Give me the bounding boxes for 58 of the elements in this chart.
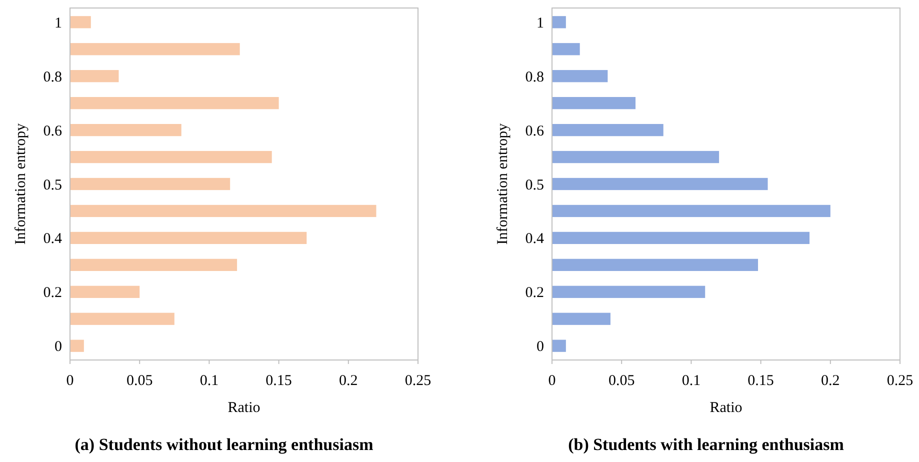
bar [552, 286, 706, 298]
y-tick-label: 1 [54, 15, 62, 32]
bar [552, 124, 664, 136]
x-tick-label: 0 [548, 373, 556, 389]
bar [70, 124, 182, 136]
y-tick-label: 0.2 [43, 285, 62, 302]
y-tick-label: 1 [536, 15, 544, 32]
bar [70, 16, 91, 28]
bar [552, 340, 566, 352]
y-tick-label: 0.2 [525, 285, 544, 302]
bar [70, 340, 84, 352]
y-tick-label: 0.8 [43, 69, 62, 86]
bar [552, 16, 566, 28]
bar [552, 97, 636, 110]
x-tick-label: 0.1 [200, 373, 219, 389]
y-tick-label: 0 [536, 339, 544, 356]
y-tick-label: 0 [54, 339, 62, 356]
bar [552, 232, 810, 244]
x-tick-label: 0.25 [886, 373, 914, 389]
x-tick-label: 0 [66, 373, 74, 389]
x-tick-label: 0.1 [682, 373, 701, 389]
bar [552, 258, 758, 271]
bar [70, 178, 230, 190]
y-tick-label: 0.4 [525, 231, 544, 248]
x-tick-label: 0.15 [266, 373, 292, 389]
bar [70, 286, 140, 298]
x-tick-label: 0.05 [608, 373, 635, 389]
x-tick-label: 0.2 [339, 373, 358, 389]
y-tick-label: 0.5 [43, 177, 62, 194]
bar [552, 43, 580, 56]
bar [552, 70, 608, 82]
bar [552, 204, 830, 218]
y-tick-label: 0.6 [43, 123, 62, 140]
bar [70, 232, 307, 244]
x-tick-label: 0.25 [404, 373, 432, 389]
bar [70, 43, 240, 56]
bar [552, 312, 610, 325]
bar [70, 97, 279, 110]
x-axis-title: Ratio [228, 400, 260, 416]
y-tick-label: 0.5 [525, 177, 544, 194]
y-axis-title: Information entropy [495, 122, 511, 245]
bar [70, 150, 272, 164]
bar [70, 70, 119, 82]
x-tick-label: 0.05 [126, 373, 153, 389]
bar [70, 258, 238, 271]
bar [552, 150, 720, 164]
y-axis-title: Information entropy [13, 122, 29, 245]
text: (a) Students without learning enthusiasm [74, 435, 374, 454]
bar [70, 312, 174, 325]
x-axis-title: Ratio [710, 400, 742, 416]
y-tick-label: 0.4 [43, 231, 62, 248]
text: (b) Students with learning enthusiasm [568, 435, 844, 454]
bar [552, 178, 768, 190]
bar [70, 204, 376, 218]
x-tick-label: 0.2 [821, 373, 840, 389]
x-tick-label: 0.15 [748, 373, 774, 389]
y-tick-label: 0.6 [525, 123, 544, 140]
y-tick-label: 0.8 [525, 69, 544, 86]
